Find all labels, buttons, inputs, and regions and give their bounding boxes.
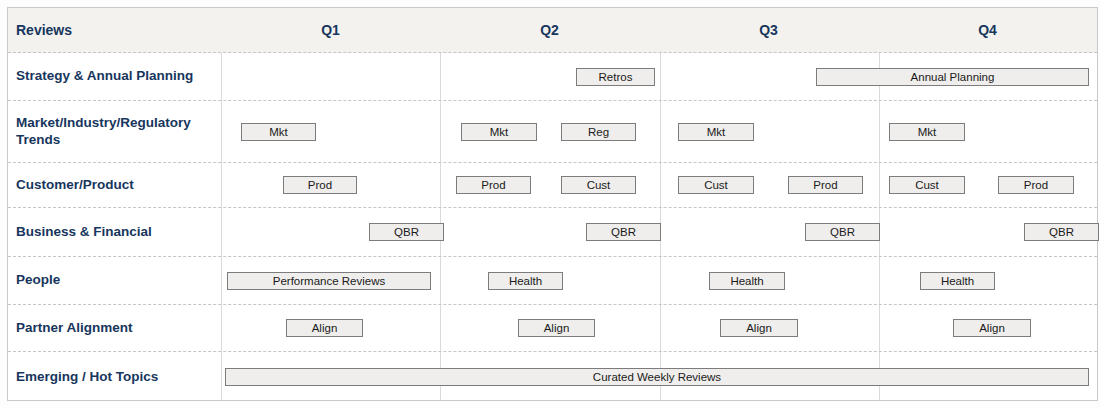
- row-business-financial: Business & Financial QBR QBR QBR QBR: [8, 208, 1097, 257]
- bar-prod: Prod: [283, 176, 357, 194]
- bar-curated-weekly-reviews: Curated Weekly Reviews: [225, 368, 1089, 386]
- header-title: Reviews: [8, 8, 221, 52]
- bar-align: Align: [720, 319, 798, 337]
- row-track: Align Align Align Align: [221, 305, 1097, 351]
- row-track: Prod Prod Cust Cust Prod Cust Prod: [221, 163, 1097, 207]
- row-label: Market/Industry/Regulatory Trends: [8, 101, 221, 162]
- bar-align: Align: [518, 319, 595, 337]
- bar-mkt: Mkt: [889, 123, 965, 141]
- row-track: Curated Weekly Reviews: [221, 352, 1097, 402]
- row-customer-product: Customer/Product Prod Prod Cust Cust Prod Cust…: [8, 163, 1097, 208]
- bar-align: Align: [953, 319, 1031, 337]
- quarter-header-q2: Q2: [440, 8, 659, 52]
- row-label: Partner Alignment: [8, 305, 221, 351]
- row-track: Retros Annual Planning: [221, 53, 1097, 100]
- bar-qbr: QBR: [1024, 223, 1099, 241]
- bar-performance-reviews: Performance Reviews: [227, 272, 431, 290]
- bar-qbr: QBR: [586, 223, 661, 241]
- quarter-header-q4: Q4: [878, 8, 1097, 52]
- row-track: Performance Reviews Health Health Health: [221, 257, 1097, 304]
- row-track: Mkt Mkt Reg Mkt Mkt: [221, 101, 1097, 162]
- row-label: Strategy & Annual Planning: [8, 53, 221, 100]
- row-strategy-annual-planning: Strategy & Annual Planning Retros Annual P…: [8, 53, 1097, 101]
- bar-reg: Reg: [561, 123, 636, 141]
- header-row: Reviews Q1Q2Q3Q4: [8, 8, 1097, 53]
- row-label: Business & Financial: [8, 208, 221, 256]
- bar-mkt: Mkt: [461, 123, 537, 141]
- bar-cust: Cust: [678, 176, 754, 194]
- bar-health: Health: [709, 272, 785, 290]
- row-label: People: [8, 257, 221, 304]
- row-label: Customer/Product: [8, 163, 221, 207]
- bar-cust: Cust: [561, 176, 636, 194]
- table-body: Strategy & Annual Planning Retros Annual P…: [8, 53, 1097, 402]
- quarter-headers: Q1Q2Q3Q4: [221, 8, 1097, 52]
- bar-qbr: QBR: [369, 223, 444, 241]
- quarter-header-q1: Q1: [221, 8, 440, 52]
- bar-prod: Prod: [998, 176, 1074, 194]
- bar-align: Align: [286, 319, 363, 337]
- bar-health: Health: [920, 272, 995, 290]
- bar-mkt: Mkt: [678, 123, 754, 141]
- bar-health: Health: [488, 272, 563, 290]
- bar-prod: Prod: [788, 176, 863, 194]
- row-emerging-hot-topics: Emerging / Hot TopicsCurated Weekly Revi…: [8, 352, 1097, 402]
- bar-qbr: QBR: [805, 223, 880, 241]
- row-market-industry-regulatory-trends: Market/Industry/Regulatory Trends Mkt Mkt R…: [8, 101, 1097, 163]
- row-partner-alignment: Partner Alignment Align Align Align Align: [8, 305, 1097, 352]
- bar-mkt: Mkt: [241, 123, 316, 141]
- row-label: Emerging / Hot Topics: [8, 352, 221, 402]
- quarter-header-q3: Q3: [659, 8, 878, 52]
- bar-cust: Cust: [889, 176, 965, 194]
- review-cadence-table: Reviews Q1Q2Q3Q4 Strategy & Annual Plann…: [7, 7, 1098, 401]
- row-people: People Performance Reviews Health Health Hea…: [8, 257, 1097, 305]
- row-track: QBR QBR QBR QBR: [221, 208, 1097, 256]
- bar-prod: Prod: [456, 176, 531, 194]
- bar-retros: Retros: [576, 68, 655, 86]
- bar-annual-planning: Annual Planning: [816, 68, 1089, 86]
